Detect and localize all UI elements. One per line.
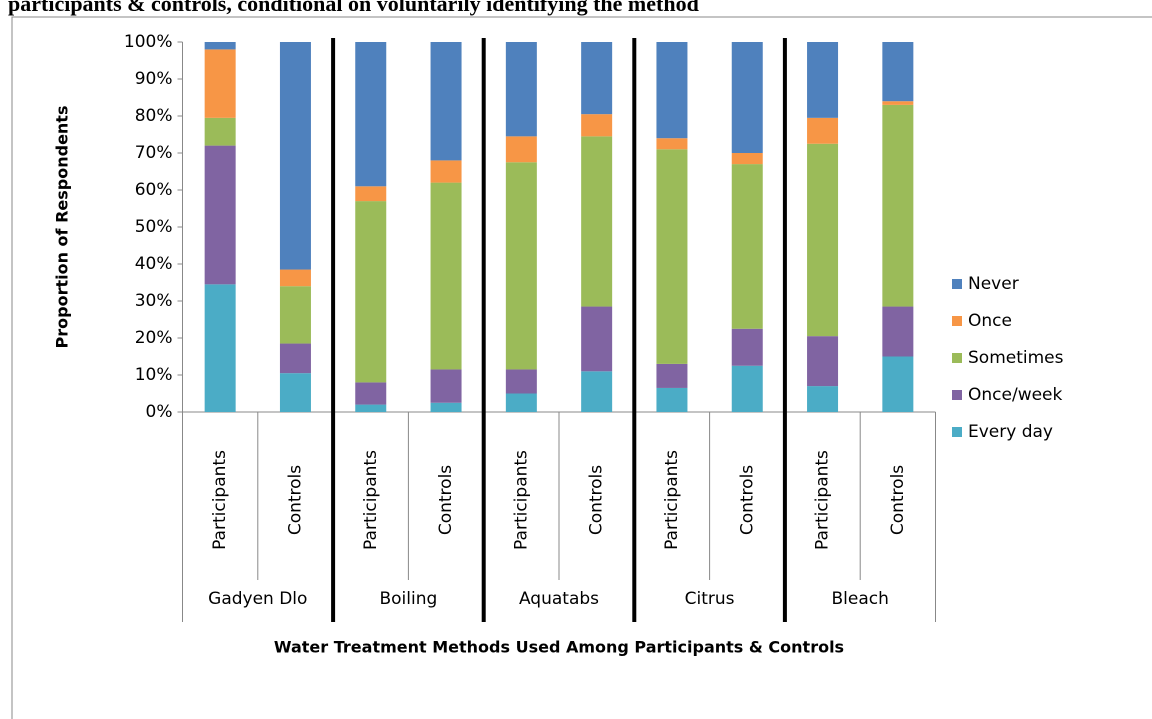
bar-segment	[882, 306, 914, 357]
group-label: Bleach	[832, 589, 889, 609]
legend-label: Never	[968, 274, 1019, 294]
bar-segment	[656, 138, 688, 150]
x-tick-label: Controls	[587, 465, 607, 535]
x-tick-label: Participants	[511, 450, 531, 550]
bar-segment	[656, 363, 688, 388]
y-tick-label: 70%	[135, 143, 173, 163]
bar-segment	[279, 373, 311, 412]
bar-segment	[355, 404, 387, 412]
x-tick-label: Participants	[662, 450, 682, 550]
bar-segment	[656, 149, 688, 364]
y-tick-label: 60%	[135, 180, 173, 200]
bar-segment	[430, 402, 462, 412]
y-tick-label: 80%	[135, 106, 173, 126]
chart-frame	[11, 16, 1152, 719]
y-tick-label: 20%	[135, 328, 173, 348]
legend-swatch	[952, 390, 962, 400]
bar-segment	[204, 145, 236, 285]
bar-segment	[355, 201, 387, 383]
x-tick-label: Controls	[436, 465, 456, 535]
bar-segment	[731, 164, 763, 329]
bar-segment	[807, 143, 839, 337]
bar-segment	[279, 343, 311, 374]
bar-segment	[656, 387, 688, 412]
bar-segment	[355, 186, 387, 202]
group-label: Citrus	[685, 589, 735, 609]
bar-segment	[505, 42, 537, 137]
bar-segment	[204, 49, 236, 118]
legend-label: Once/week	[968, 385, 1063, 405]
group-label: Gadyen Dlo	[208, 589, 307, 609]
legend-swatch	[952, 279, 962, 289]
bar-segment	[581, 42, 613, 115]
x-tick-label: Participants	[210, 450, 230, 550]
group-label: Aquatabs	[519, 589, 599, 609]
bar-segment	[430, 160, 462, 183]
legend-label: Once	[968, 311, 1012, 331]
bar-segment	[882, 42, 914, 102]
legend-swatch	[952, 427, 962, 437]
bar-segment	[505, 369, 537, 394]
bar-segment	[279, 42, 311, 270]
bar-segment	[581, 306, 613, 372]
bar-segment	[731, 42, 763, 153]
bar-segment	[807, 117, 839, 144]
legend-swatch	[952, 316, 962, 326]
x-axis-title: Water Treatment Methods Used Among Parti…	[274, 638, 844, 657]
y-tick-label: 50%	[135, 217, 173, 237]
legend-label: Every day	[968, 422, 1053, 442]
bar-segment	[204, 117, 236, 146]
bar-segment	[505, 393, 537, 412]
bar-segment	[505, 162, 537, 370]
legend-label: Sometimes	[968, 348, 1064, 368]
y-tick-label: 10%	[135, 365, 173, 385]
bar-segment	[355, 382, 387, 405]
bar-segment	[581, 371, 613, 412]
bar-segment	[656, 42, 688, 139]
y-tick-label: 40%	[135, 254, 173, 274]
bar-segment	[430, 182, 462, 370]
y-tick-label: 30%	[135, 291, 173, 311]
x-tick-label: Participants	[361, 450, 381, 550]
x-tick-label: Participants	[813, 450, 833, 550]
bar-segment	[882, 104, 914, 307]
x-tick-label: Controls	[888, 465, 908, 535]
bar-segment	[505, 136, 537, 163]
legend-swatch	[952, 353, 962, 363]
bar-segment	[581, 114, 613, 137]
bar-segment	[355, 42, 387, 187]
bar-segment	[731, 153, 763, 165]
bar-segment	[882, 356, 914, 412]
bar-segment	[279, 286, 311, 344]
bar-segment	[807, 386, 839, 412]
x-tick-label: Controls	[285, 465, 305, 535]
chart-title: participants & controls, conditional on …	[8, 0, 699, 16]
bar-segment	[204, 42, 236, 50]
bar-segment	[807, 42, 839, 118]
bar-segment	[581, 136, 613, 307]
bar-segment	[204, 284, 236, 412]
bar-segment	[430, 369, 462, 403]
bar-segment	[731, 328, 763, 366]
x-tick-label: Controls	[737, 465, 757, 535]
group-label: Boiling	[379, 589, 437, 609]
bar-segment	[882, 101, 914, 105]
y-tick-label: 100%	[124, 32, 173, 52]
y-axis-title: Proportion of Respondents	[53, 106, 72, 349]
bar-segment	[807, 336, 839, 387]
bar-segment	[279, 269, 311, 287]
y-tick-label: 0%	[146, 402, 173, 422]
y-tick-label: 90%	[135, 69, 173, 89]
bar-segment	[731, 365, 763, 412]
bar-segment	[430, 42, 462, 161]
